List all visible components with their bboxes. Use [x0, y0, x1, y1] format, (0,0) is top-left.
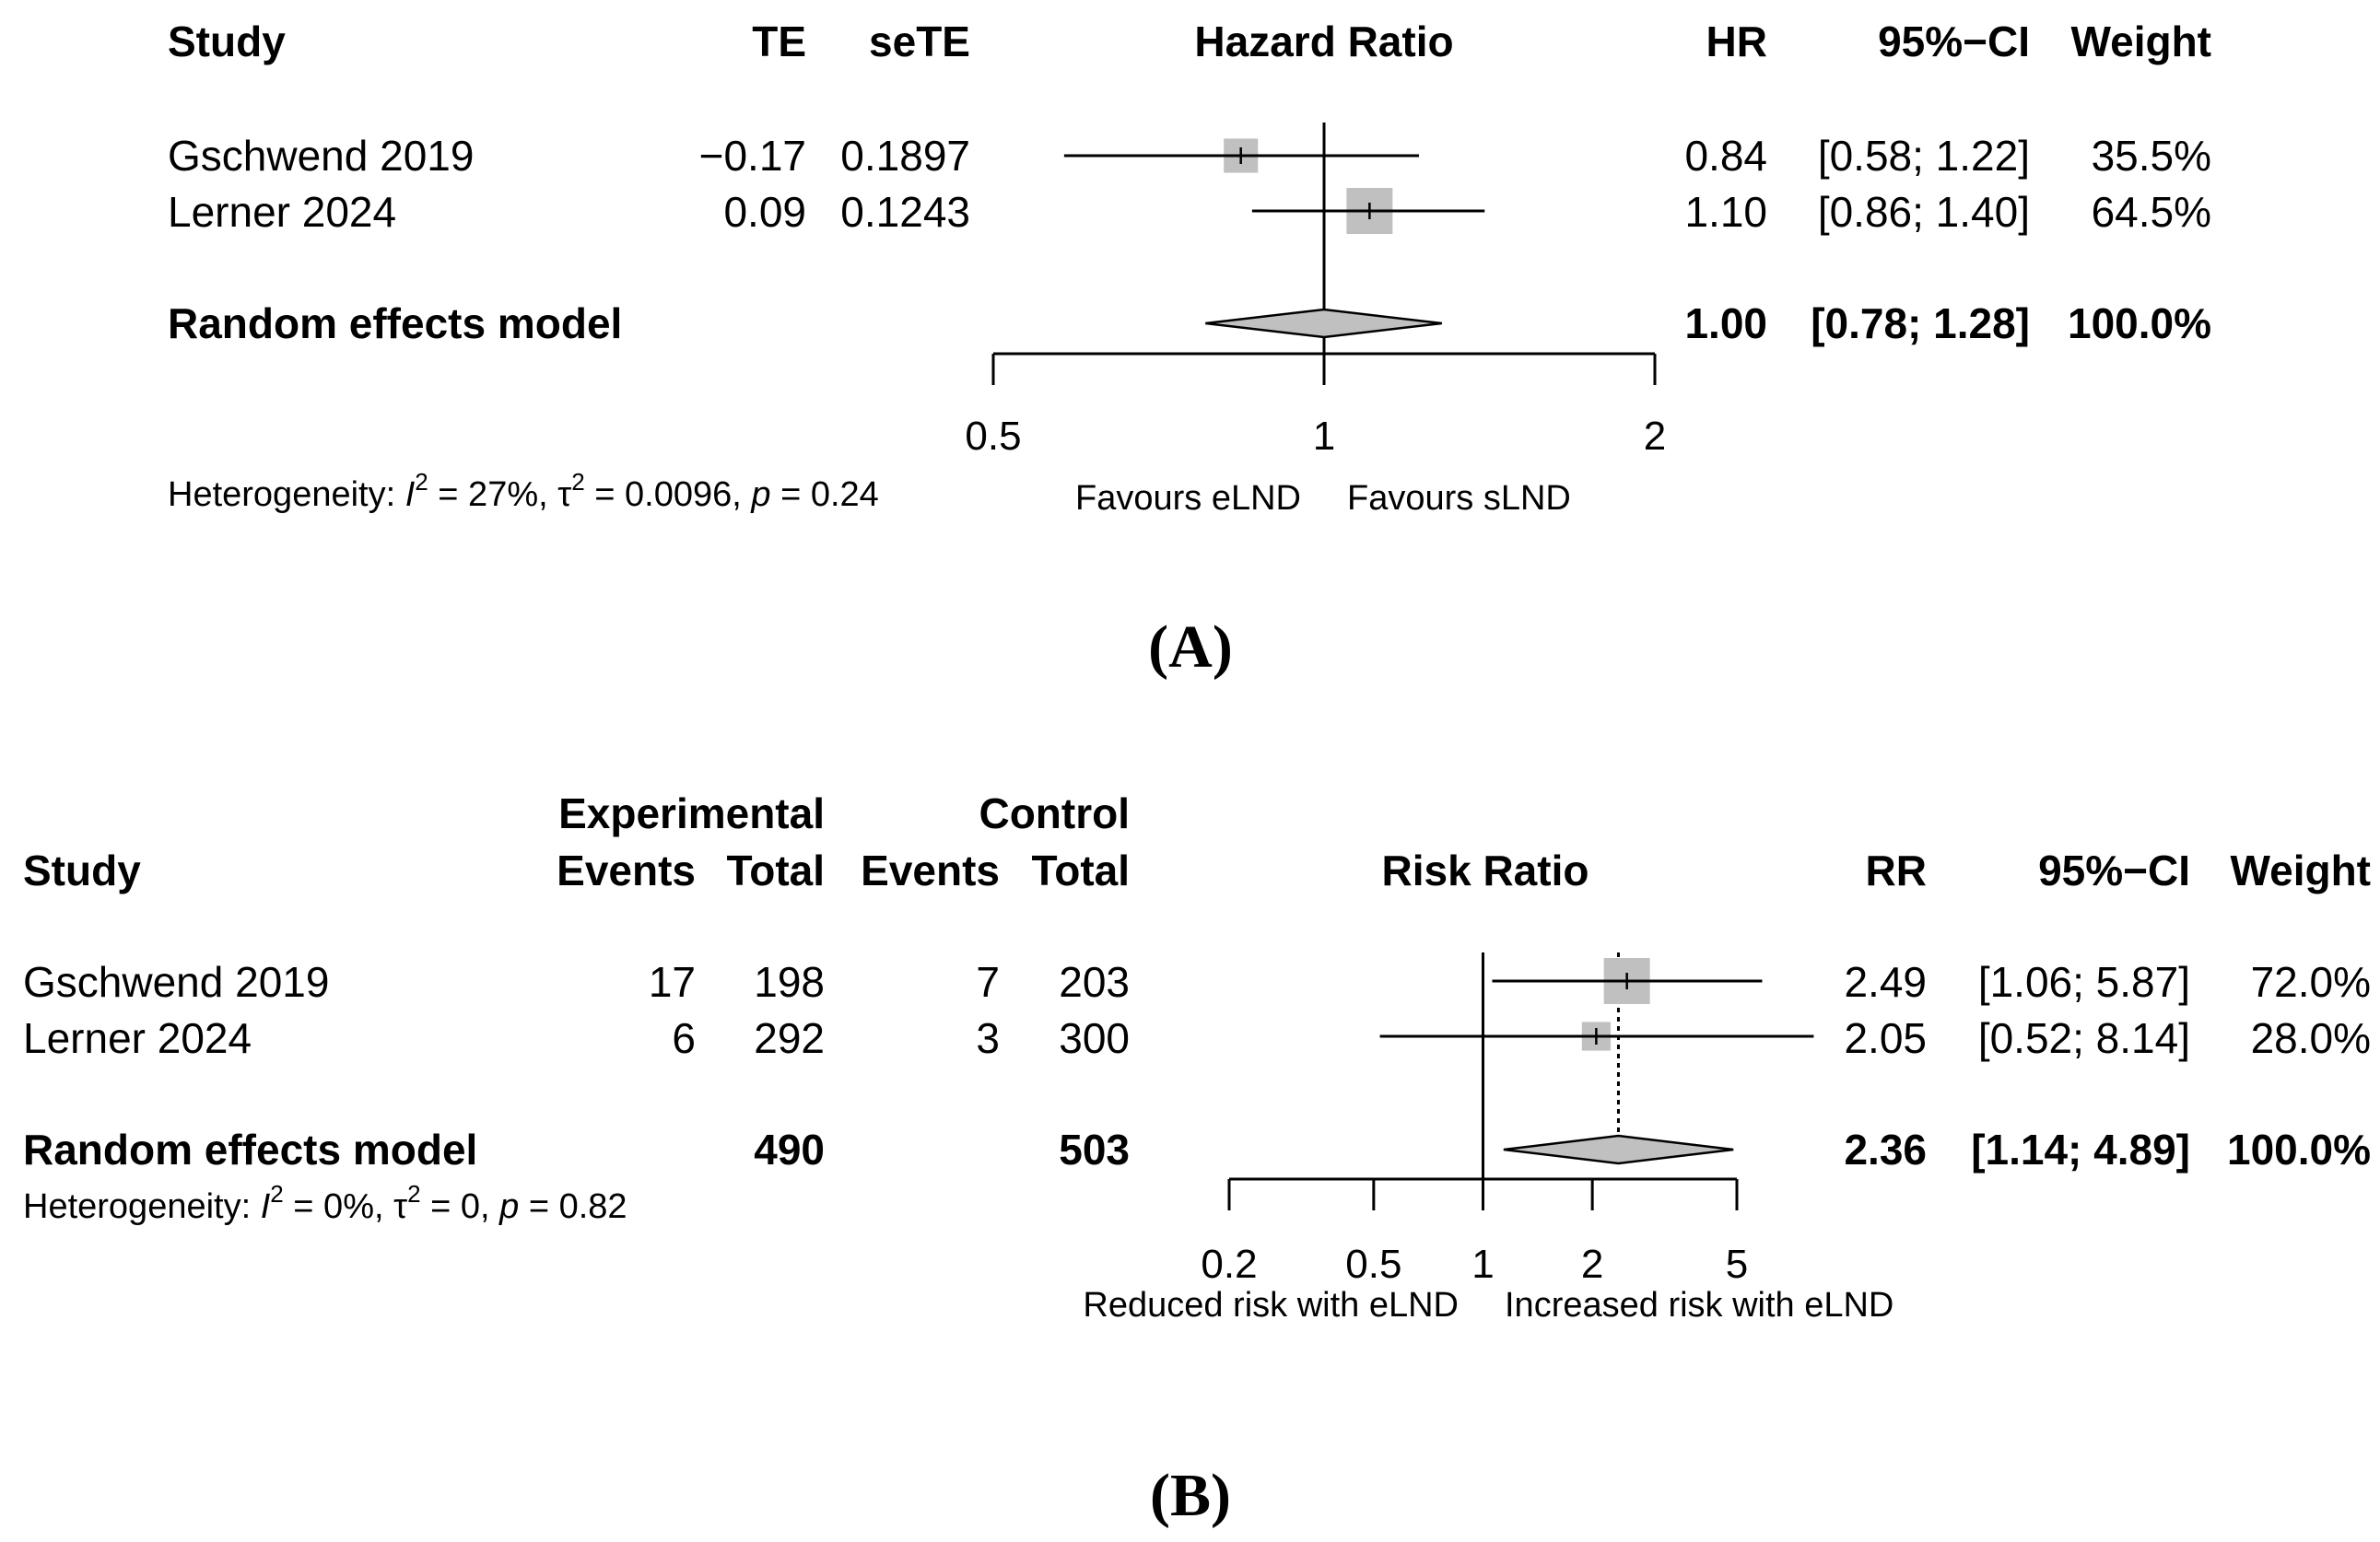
pooled-ci-value: [1.14; 4.89] — [1971, 1126, 2190, 1174]
weight-value: 64.5% — [2092, 188, 2211, 236]
weight-value: 35.5% — [2092, 132, 2211, 180]
favours-right-label: Favours sLND — [1347, 479, 1571, 518]
header-events-experimental: Events — [557, 847, 696, 894]
weight-value: 72.0% — [2251, 958, 2371, 1006]
events-control-value: 7 — [976, 958, 1000, 1006]
total-experimental-value: 198 — [754, 958, 825, 1006]
rr-value: 2.05 — [1844, 1014, 1927, 1062]
plot-area-b: 0.2 0.5 1 2 5 — [1201, 952, 1814, 1287]
te-value: 0.09 — [723, 188, 806, 236]
study-name: Lerner 2024 — [23, 1014, 252, 1062]
pooled-hr-value: 1.00 — [1684, 299, 1767, 347]
panel-a: Study TE seTE Hazard Ratio HR 95%−CI Wei… — [168, 18, 2211, 681]
panel-label-b: (B) — [1150, 1462, 1231, 1529]
header-rr: RR — [1866, 847, 1927, 894]
ci-value: [0.58; 1.22] — [1818, 132, 2030, 180]
x-axis-tick-label: 0.2 — [1201, 1242, 1257, 1287]
study-name: Gschwend 2019 — [168, 132, 474, 180]
heterogeneity-text: Heterogeneity: I2 = 0%, τ2 = 0, p = 0.82 — [23, 1180, 627, 1226]
total-control-value: 203 — [1059, 958, 1130, 1006]
rr-value: 2.49 — [1844, 958, 1927, 1006]
favours-right-label: Increased risk with eLND — [1505, 1286, 1893, 1325]
pooled-total-control: 503 — [1059, 1126, 1130, 1174]
ci-value: [0.86; 1.40] — [1818, 188, 2030, 236]
hr-value: 0.84 — [1684, 132, 1767, 180]
ci-value: [1.06; 5.87] — [1978, 958, 2190, 1006]
header-hr: HR — [1706, 18, 1767, 65]
total-control-value: 300 — [1059, 1014, 1130, 1062]
study-name: Gschwend 2019 — [23, 958, 329, 1006]
favours-left-label: Favours eLND — [1075, 479, 1301, 518]
te-value: −0.17 — [699, 132, 806, 180]
x-axis-tick-label: 5 — [1726, 1242, 1748, 1287]
ci-value: [0.52; 8.14] — [1978, 1014, 2190, 1062]
pooled-model-label: Random effects model — [168, 299, 622, 347]
pooled-total-experimental: 490 — [754, 1126, 825, 1174]
events-experimental-value: 6 — [672, 1014, 696, 1062]
x-axis-tick-label: 2 — [1644, 414, 1666, 459]
pooled-diamond — [1503, 1134, 1734, 1165]
panel-label-a: (A) — [1148, 613, 1233, 681]
pooled-diamond — [1205, 308, 1443, 339]
sete-value: 0.1897 — [840, 132, 970, 180]
x-axis-tick-label: 1 — [1313, 414, 1335, 459]
header-weight: Weight — [2231, 847, 2371, 894]
header-study: Study — [168, 18, 286, 65]
sete-value: 0.1243 — [840, 188, 970, 236]
heterogeneity-text: Heterogeneity: I2 = 27%, τ2 = 0.0096, p … — [168, 468, 879, 514]
events-experimental-value: 17 — [649, 958, 696, 1006]
pooled-weight-value: 100.0% — [2068, 299, 2211, 347]
header-hazard-ratio: Hazard Ratio — [1194, 18, 1453, 65]
x-axis-tick-label: 0.5 — [965, 414, 1021, 459]
header-study: Study — [23, 847, 141, 894]
events-control-value: 3 — [976, 1014, 1000, 1062]
header-events-control: Events — [861, 847, 1000, 894]
header-ci: 95%−CI — [1878, 18, 2030, 65]
pooled-model-label: Random effects model — [23, 1126, 477, 1174]
header-weight: Weight — [2071, 18, 2211, 65]
x-axis-tick-label: 2 — [1581, 1242, 1603, 1287]
plot-area-a: 0.5 1 2 — [965, 123, 1666, 459]
weight-value: 28.0% — [2251, 1014, 2371, 1062]
pooled-rr-value: 2.36 — [1844, 1126, 1927, 1174]
header-experimental: Experimental — [558, 789, 825, 837]
header-control: Control — [979, 789, 1130, 837]
pooled-ci-value: [0.78; 1.28] — [1811, 299, 2030, 347]
header-te: TE — [752, 18, 806, 65]
study-name: Lerner 2024 — [168, 188, 396, 236]
header-risk-ratio: Risk Ratio — [1382, 847, 1589, 894]
pooled-weight-value: 100.0% — [2227, 1126, 2371, 1174]
header-total-control: Total — [1032, 847, 1130, 894]
header-total-experimental: Total — [727, 847, 825, 894]
x-axis-tick-label: 0.5 — [1345, 1242, 1401, 1287]
header-ci: 95%−CI — [2038, 847, 2190, 894]
panel-b: Experimental Control Study Events Total … — [23, 789, 2371, 1529]
total-experimental-value: 292 — [754, 1014, 825, 1062]
header-sete: seTE — [869, 18, 970, 65]
favours-left-label: Reduced risk with eLND — [1083, 1286, 1459, 1325]
x-axis-tick-label: 1 — [1471, 1242, 1494, 1287]
hr-value: 1.10 — [1684, 188, 1767, 236]
